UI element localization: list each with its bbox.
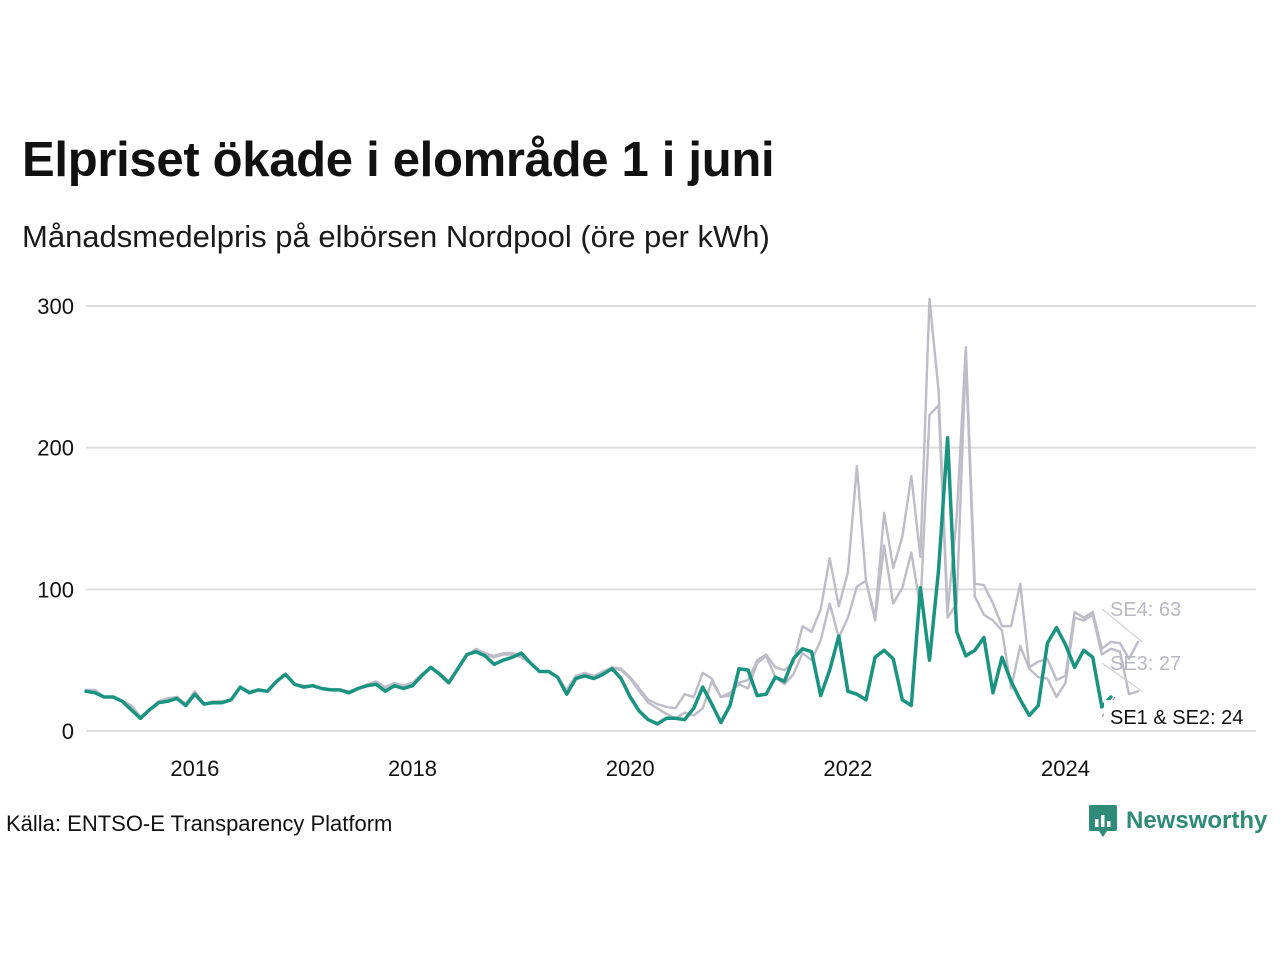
y-axis-ticks: 0 100 200 300 xyxy=(37,294,74,744)
logo-text: Newsworthy xyxy=(1126,807,1268,834)
chart-subtitle: Månadsmedelpris på elbörsen Nordpool (ör… xyxy=(22,219,770,254)
x-tick-label: 2022 xyxy=(823,756,872,781)
series-lines xyxy=(84,297,1140,726)
newsworthy-chart-bubble-icon xyxy=(1089,805,1117,837)
series-labels: SE4: 63 SE3: 27 SE1 & SE2: 24 xyxy=(1101,599,1256,730)
source-note: Källa: ENTSO-E Transparency Platform xyxy=(6,811,393,836)
y-tick-label: 100 xyxy=(37,577,74,602)
chart-title: Elpriset ökade i elområde 1 i juni xyxy=(22,133,775,187)
y-tick-label: 0 xyxy=(62,719,74,744)
x-tick-label: 2016 xyxy=(170,756,219,781)
gridlines xyxy=(86,305,1256,732)
series-label: SE4: 63 xyxy=(1110,599,1181,621)
newsworthy-logo: Newsworthy xyxy=(1088,803,1267,839)
x-axis-ticks: 2016 2018 2020 2022 2024 xyxy=(170,756,1090,781)
series-label: SE1 & SE2: 24 xyxy=(1110,707,1243,729)
x-tick-label: 2024 xyxy=(1041,756,1090,781)
series-label: SE3: 27 xyxy=(1110,653,1181,675)
series-line-se4 xyxy=(84,297,1140,718)
series-line-se3 xyxy=(84,354,1140,720)
label-background xyxy=(1104,700,1256,730)
y-tick-label: 300 xyxy=(37,294,74,319)
x-tick-label: 2018 xyxy=(388,756,437,781)
label-leader-line xyxy=(1101,662,1143,692)
x-tick-label: 2020 xyxy=(606,756,655,781)
series-line-se1-se2 xyxy=(84,436,1113,726)
y-tick-label: 200 xyxy=(37,436,74,461)
label-leader-line xyxy=(1101,608,1143,643)
